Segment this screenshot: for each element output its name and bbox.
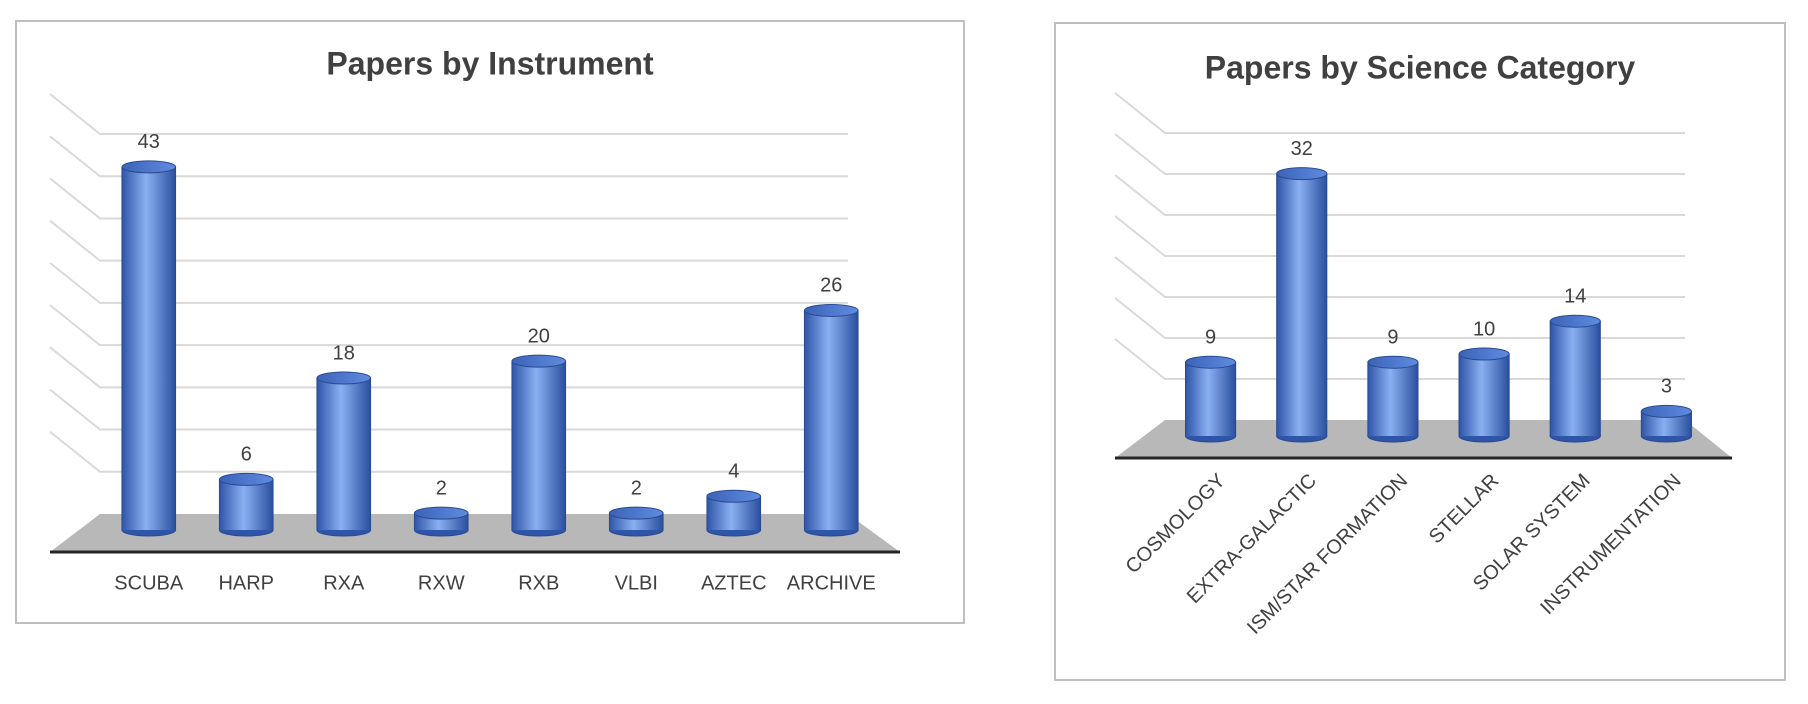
value-label: 32 bbox=[1291, 138, 1313, 160]
value-label: 18 bbox=[333, 342, 355, 364]
grid-line bbox=[49, 346, 848, 389]
grid-line bbox=[1114, 215, 1685, 257]
bar-body bbox=[219, 479, 274, 530]
bar-body bbox=[121, 166, 176, 530]
chart-title: Papers by Instrument bbox=[326, 45, 654, 81]
value-label: 20 bbox=[528, 325, 550, 347]
x-tick-label: VLBI bbox=[615, 572, 658, 594]
grid-line bbox=[49, 135, 848, 178]
value-label: 9 bbox=[1387, 326, 1398, 348]
bar-body bbox=[1367, 362, 1418, 436]
x-tick-label: STELLAR bbox=[1425, 470, 1503, 548]
bar bbox=[218, 472, 274, 537]
bar bbox=[511, 354, 567, 537]
grid-line bbox=[1114, 174, 1685, 216]
bar-outline bbox=[1640, 411, 1692, 436]
panel-frame bbox=[1054, 22, 1786, 681]
value-label: 2 bbox=[436, 477, 447, 499]
bar-top bbox=[1458, 347, 1510, 361]
bar-outline bbox=[608, 513, 664, 530]
bar bbox=[1276, 167, 1328, 443]
bar-outline bbox=[121, 166, 177, 530]
value-label: 14 bbox=[1564, 285, 1586, 307]
bar bbox=[1458, 347, 1510, 443]
grid-line bbox=[1114, 256, 1685, 298]
bar bbox=[316, 371, 372, 537]
bar-outline bbox=[218, 479, 274, 530]
bar bbox=[1367, 355, 1419, 443]
x-tick-label: RXA bbox=[323, 572, 365, 594]
bar-top bbox=[803, 303, 859, 317]
x-tick-label: RXB bbox=[518, 572, 559, 594]
bar-outline bbox=[706, 496, 762, 530]
value-label: 26 bbox=[820, 275, 842, 297]
bar bbox=[413, 506, 469, 537]
grid-line bbox=[49, 262, 848, 304]
bar-outline bbox=[511, 361, 567, 530]
grid-line bbox=[1114, 133, 1685, 175]
bar-outline bbox=[413, 513, 469, 530]
grid-line bbox=[49, 177, 848, 220]
value-label: 6 bbox=[241, 444, 252, 466]
bar-outline bbox=[803, 310, 859, 530]
value-label: 10 bbox=[1473, 318, 1495, 340]
grid-line bbox=[1114, 297, 1685, 339]
bar-top bbox=[1185, 355, 1237, 369]
bar-outline bbox=[1549, 321, 1601, 436]
grid-line bbox=[1114, 338, 1685, 380]
bar-body bbox=[316, 378, 371, 530]
bar-top bbox=[511, 354, 567, 368]
value-label: 4 bbox=[728, 461, 739, 483]
bar-top bbox=[218, 472, 274, 486]
value-label: 3 bbox=[1661, 376, 1672, 398]
bar-body bbox=[804, 310, 859, 530]
x-tick-label: ISM/STAR FORMATION bbox=[1243, 470, 1412, 639]
bar bbox=[121, 160, 177, 537]
bar-top bbox=[1367, 355, 1419, 369]
grid-line bbox=[49, 93, 848, 135]
bar-top bbox=[1276, 167, 1328, 181]
bar-body bbox=[511, 361, 566, 530]
bar-body bbox=[1459, 354, 1510, 436]
x-tick-label: AZTEC bbox=[701, 572, 767, 594]
chart-title: Papers by Science Category bbox=[1205, 49, 1636, 85]
x-tick-label: ARCHIVE bbox=[787, 572, 876, 594]
bar bbox=[1185, 355, 1237, 443]
bar bbox=[1640, 404, 1692, 443]
grid-line bbox=[1114, 92, 1685, 134]
bar-top bbox=[121, 160, 177, 174]
floor bbox=[50, 514, 900, 552]
bar-outline bbox=[1185, 362, 1237, 436]
x-tick-label: RXW bbox=[418, 572, 465, 594]
bar-top bbox=[608, 506, 664, 520]
panel-frame bbox=[15, 20, 965, 624]
grid-line bbox=[49, 388, 848, 431]
grid-line bbox=[49, 219, 848, 262]
bar-outline bbox=[1276, 173, 1328, 436]
bar-outline bbox=[316, 378, 372, 530]
bar-top bbox=[413, 506, 469, 520]
bar-outline bbox=[1458, 354, 1510, 436]
bar bbox=[706, 489, 762, 537]
bar-top bbox=[706, 489, 762, 503]
bar bbox=[608, 506, 664, 537]
value-label: 43 bbox=[138, 131, 160, 153]
bar-body bbox=[1185, 362, 1236, 436]
bar-outline bbox=[1367, 362, 1419, 436]
bar-top bbox=[1640, 404, 1692, 418]
bar bbox=[803, 303, 859, 537]
grid-line bbox=[49, 304, 848, 347]
bar-top bbox=[1549, 314, 1601, 328]
grid-line bbox=[49, 430, 848, 473]
value-label: 9 bbox=[1205, 326, 1216, 348]
bar-body bbox=[1276, 173, 1327, 436]
bar-body bbox=[1550, 321, 1601, 436]
x-tick-label: SCUBA bbox=[114, 572, 184, 594]
value-label: 2 bbox=[631, 477, 642, 499]
bar bbox=[1549, 314, 1601, 443]
bar-top bbox=[316, 371, 372, 385]
x-tick-label: HARP bbox=[218, 572, 274, 594]
